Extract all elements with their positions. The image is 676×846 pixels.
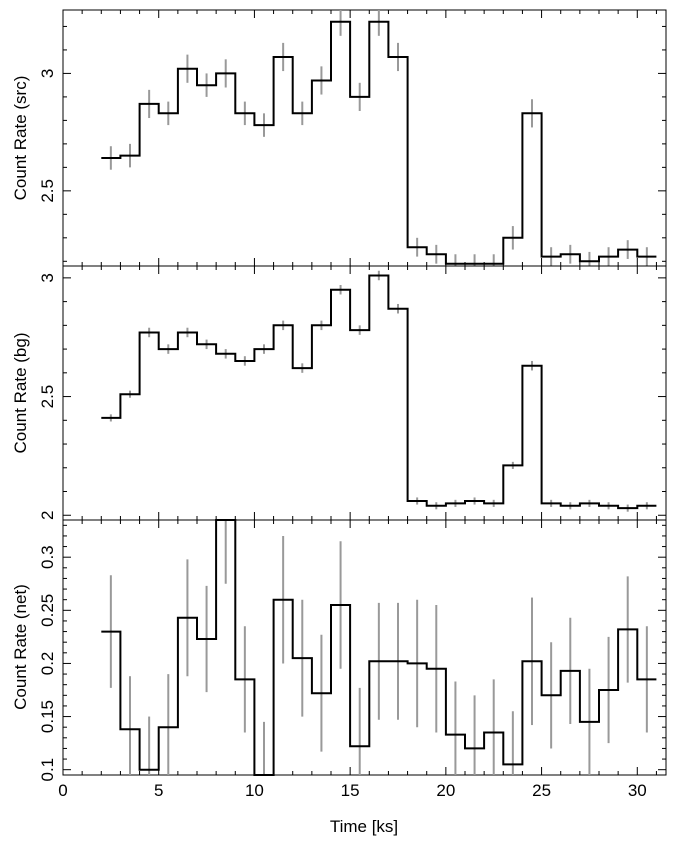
x-tick-label: 20 [436, 781, 455, 800]
x-tick-label: 25 [532, 781, 551, 800]
y-tick-label: 2 [38, 511, 57, 520]
panel-net-step-line [101, 519, 657, 776]
y-tick-label: 0.1 [38, 758, 57, 782]
panel-net: 0 5 10 15 20 25 30 0.1 0.15 0.2 0.25 0.3 Count Rate… [11, 519, 667, 836]
panel-net-errorbars [109, 520, 648, 775]
panel-bg-step-line [101, 274, 657, 510]
y-tick-label: 0.2 [38, 652, 57, 676]
panel-src-frame [62, 9, 667, 267]
panel-src: 2.53 Count Rate (src) [11, 9, 667, 267]
x-tick-label: 10 [245, 781, 264, 800]
panel-bg-frame [62, 265, 667, 521]
y-tick-label: 0.15 [38, 700, 57, 733]
y-tick-label: 0.25 [38, 594, 57, 627]
y-tick-label: 2.5 [38, 179, 57, 203]
panel-src-errorbars [109, 10, 648, 266]
panel-bg-errorbars [109, 270, 648, 512]
panel-net-ticks: 0 5 10 15 20 25 30 0.1 0.15 0.2 0.25 0.3 [38, 520, 666, 800]
x-axis-label: Time [ks] [330, 817, 398, 836]
y-tick-label: 3 [38, 273, 57, 282]
panel-src-ylabel: Count Rate (src) [11, 76, 30, 201]
x-tick-label: 5 [154, 781, 163, 800]
panel-net-frame [62, 519, 667, 776]
y-tick-label: 0.3 [38, 545, 57, 569]
panel-net-ylabel: Count Rate (net) [11, 584, 30, 710]
x-tick-label: 30 [628, 781, 647, 800]
panel-src-step-line [101, 20, 657, 265]
panel-bg: 22.53 Count Rate (bg) [11, 265, 667, 521]
panel-src-ticks: 2.53 [38, 10, 666, 266]
x-tick-label: 0 [58, 781, 67, 800]
panel-bg-ylabel: Count Rate (bg) [11, 333, 30, 454]
y-tick-label: 2.5 [38, 385, 57, 409]
x-tick-label: 15 [341, 781, 360, 800]
y-tick-label: 3 [38, 69, 57, 78]
panel-bg-ticks: 22.53 [38, 266, 666, 520]
